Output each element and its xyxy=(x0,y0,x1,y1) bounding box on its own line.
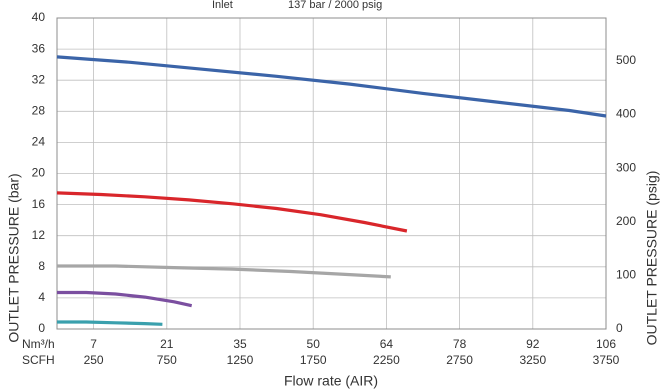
right-y-tick-label: 200 xyxy=(616,214,636,228)
left-y-tick-label: 28 xyxy=(32,103,46,117)
left-y-tick-label: 32 xyxy=(32,72,46,86)
x-axis-title: Flow rate (AIR) xyxy=(284,373,378,389)
x-tick-label-scfh: 250 xyxy=(84,353,104,367)
x-tick-label-nm3h: 7 xyxy=(90,337,97,351)
x-tick-label-scfh: 750 xyxy=(157,353,177,367)
right-y-tick-label: 300 xyxy=(616,160,636,174)
left-y-axis-ticks: 0 4 8 12 16 20 24 28 32 36 40 xyxy=(32,10,46,335)
right-y-axis-title: OUTLET PRESSURE (psig) xyxy=(644,171,660,346)
inlet-value: 137 bar / 2000 psig xyxy=(288,0,382,11)
x-tick-label-nm3h: 106 xyxy=(596,337,616,351)
x-tick-label-scfh: 1250 xyxy=(227,353,254,367)
x-tick-label-nm3h: 92 xyxy=(526,337,540,351)
right-y-tick-label: 0 xyxy=(616,321,623,335)
x-tick-label-scfh: 1750 xyxy=(300,353,327,367)
x-tick-label-nm3h: 35 xyxy=(233,337,247,351)
right-y-tick-label: 400 xyxy=(616,107,636,121)
series-line-5 xyxy=(57,320,163,326)
series-line-3 xyxy=(57,264,391,279)
x-tick-label-scfh: 2250 xyxy=(373,353,400,367)
series-line-1 xyxy=(56,55,607,118)
series-line-4 xyxy=(57,290,193,308)
left-y-tick-label: 20 xyxy=(32,166,46,180)
x-unit-label-scfh: SCFH xyxy=(22,353,55,367)
right-y-tick-label: 500 xyxy=(616,53,636,67)
x-tick-label-scfh: 3750 xyxy=(593,353,620,367)
x-tick-label-scfh: 3250 xyxy=(519,353,546,367)
plot-frame xyxy=(56,17,607,330)
left-y-axis-title: OUTLET PRESSURE (bar) xyxy=(6,173,22,342)
inlet-label: Inlet xyxy=(212,0,233,11)
right-y-axis-ticks: 0 100 200 300 400 500 xyxy=(616,53,636,335)
x-tick-label-scfh: 2750 xyxy=(446,353,473,367)
series-line-2 xyxy=(56,191,408,233)
left-y-tick-label: 16 xyxy=(32,197,46,211)
x-axis-ticks: 7 250 21 750 35 1250 50 1750 64 2250 78 2750 92 3250 1… xyxy=(84,337,620,367)
series-lines xyxy=(56,55,607,326)
left-y-tick-label: 24 xyxy=(32,135,46,149)
left-y-tick-label: 40 xyxy=(32,10,46,24)
x-tick-label-nm3h: 78 xyxy=(453,337,467,351)
left-y-tick-label: 8 xyxy=(38,259,45,273)
x-tick-label-nm3h: 50 xyxy=(307,337,321,351)
x-unit-label-nm3h: Nm³/h xyxy=(22,337,55,351)
left-y-tick-label: 4 xyxy=(38,290,45,304)
x-tick-label-nm3h: 64 xyxy=(380,337,394,351)
chart-header: Inlet 137 bar / 2000 psig xyxy=(212,0,382,11)
left-y-tick-label: 12 xyxy=(32,228,46,242)
right-y-tick-label: 100 xyxy=(616,268,636,282)
left-y-tick-label: 0 xyxy=(38,321,45,335)
left-y-tick-label: 36 xyxy=(32,41,46,55)
x-tick-label-nm3h: 21 xyxy=(160,337,174,351)
